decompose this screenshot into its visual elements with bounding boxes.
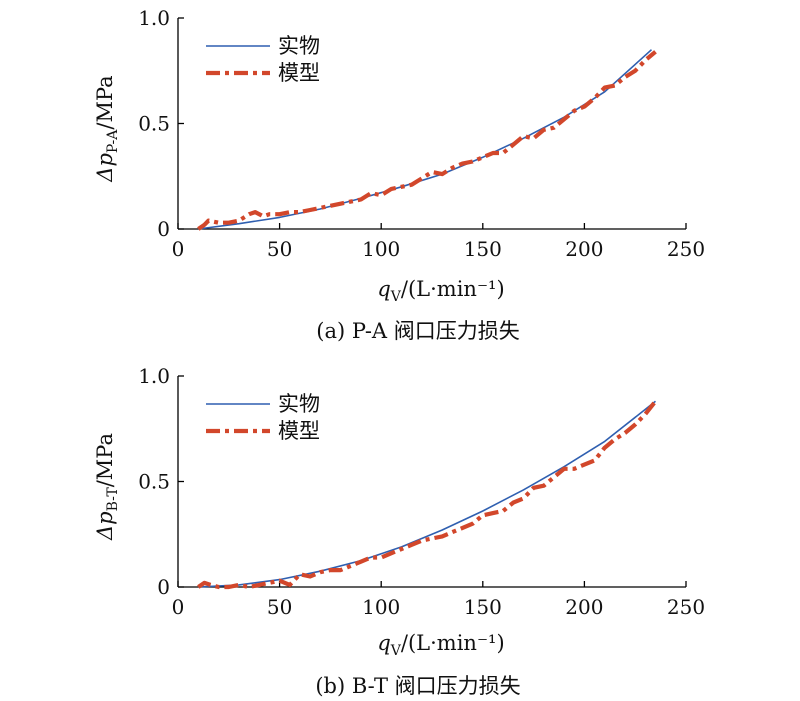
x-tick-label: 100 <box>362 237 400 261</box>
x-axis-title: qV/(L·min⁻¹) <box>377 631 504 659</box>
x-axis-title-main: q <box>377 631 390 655</box>
chart-caption: (a) P-A 阀口压力损失 <box>316 319 520 343</box>
x-tick-label: 0 <box>172 237 185 261</box>
y-tick-label: 0.5 <box>138 112 170 136</box>
x-tick-label: 150 <box>464 237 502 261</box>
y-tick-label: 0.5 <box>138 470 170 494</box>
chart-panel-1: 0 50 100 150 200 250 0 0.5 1.0 ΔpP-A/MPa qV/(L·min… <box>93 6 705 343</box>
y-axis-title-main: Δp <box>93 153 117 183</box>
y-axis-title-sub: B-T <box>105 487 121 512</box>
x-axis-title-unit: /(L·min⁻¹) <box>401 631 505 655</box>
series-line-actual <box>198 49 653 230</box>
x-tick-label: 100 <box>362 595 400 619</box>
y-axis-title-unit: /MPa <box>93 433 117 487</box>
x-tick-label: 50 <box>267 237 292 261</box>
x-axis-title-unit: /(L·min⁻¹) <box>401 277 505 301</box>
x-tick-label: 200 <box>565 595 603 619</box>
x-axis-title: qV/(L·min⁻¹) <box>377 277 504 305</box>
chart-caption: (b) B-T 阀口压力损失 <box>315 674 520 698</box>
x-axis-title-sub: V <box>390 643 402 659</box>
y-axis-title: ΔpP-A/MPa <box>93 75 121 182</box>
legend-label-model: 模型 <box>278 61 320 85</box>
y-axis-title-unit: /MPa <box>93 75 117 129</box>
x-tick-label: 250 <box>667 237 705 261</box>
x-tick-label: 0 <box>172 595 185 619</box>
x-tick-label: 50 <box>267 595 292 619</box>
y-axis-title: ΔpB-T/MPa <box>93 433 121 541</box>
x-tick-label: 150 <box>464 595 502 619</box>
x-axis-title-main: q <box>377 277 390 301</box>
y-tick-label: 0 <box>157 575 170 599</box>
series-line-model <box>197 50 657 231</box>
y-tick-label: 1.0 <box>138 364 170 388</box>
chart-panel-2: 0 50 100 150 200 250 0 0.5 1.0 ΔpB-T/MPa qV/(L·min… <box>93 364 705 698</box>
y-tick-label: 0 <box>157 217 170 241</box>
x-axis-title-sub: V <box>390 289 402 305</box>
legend-label-model: 模型 <box>278 419 320 443</box>
legend-label-actual: 实物 <box>278 392 320 416</box>
legend-label-actual: 实物 <box>278 34 320 58</box>
x-tick-label: 200 <box>565 237 603 261</box>
y-axis-title-main: Δp <box>93 511 117 541</box>
x-tick-label: 250 <box>667 595 705 619</box>
y-tick-label: 1.0 <box>138 6 170 30</box>
y-axis-title-sub: P-A <box>105 129 121 153</box>
